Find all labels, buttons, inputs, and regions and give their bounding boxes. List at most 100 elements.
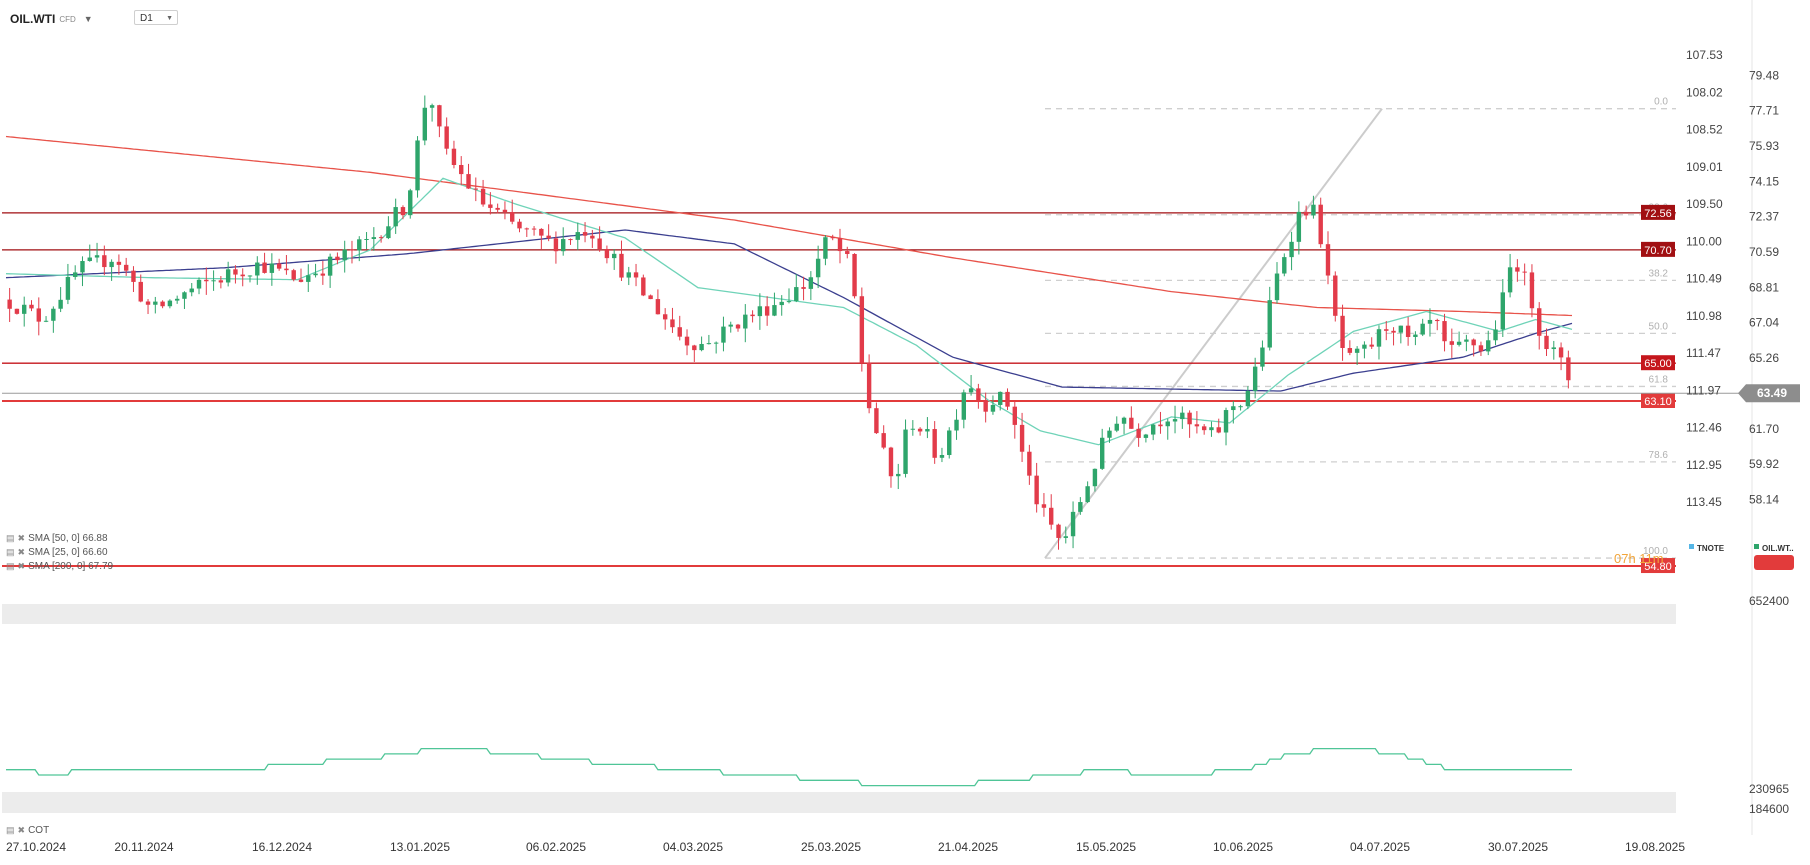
candle-bullish [364, 238, 369, 240]
candle-bearish [218, 280, 224, 283]
candle-bearish [1187, 412, 1192, 425]
secondary-tick: 107.53 [1686, 48, 1723, 62]
candle-bearish [116, 261, 122, 265]
candle-bearish [1478, 345, 1484, 352]
candle-bullish [153, 301, 158, 305]
candle-bearish [801, 287, 806, 289]
candle-bullish [342, 249, 347, 261]
price-tick: 58.14 [1749, 493, 1779, 507]
candle-bearish [670, 319, 675, 328]
symbol-name[interactable]: OIL.WTI [10, 12, 56, 26]
chevron-down-icon[interactable]: ▼ [83, 14, 93, 24]
settings-icon[interactable]: ▤ [6, 825, 15, 835]
candle-bullish [1260, 347, 1265, 367]
candle-bullish [1070, 511, 1076, 537]
candle-bearish [837, 238, 843, 252]
current-price-badge [1738, 384, 1800, 403]
fib-level-label: 78.6 [1649, 450, 1669, 461]
candle-bearish [1027, 451, 1032, 476]
candle-bullish [269, 263, 275, 273]
candle-bullish [743, 314, 748, 329]
candle-bearish [480, 188, 486, 205]
secondary-tick: 110.00 [1686, 234, 1722, 248]
candle-bearish [539, 228, 544, 236]
candle-bullish [182, 292, 187, 299]
candle-bearish [400, 207, 406, 216]
candle-bullish [196, 279, 202, 289]
candle-bullish [1209, 427, 1214, 431]
price-tick: 74.15 [1749, 174, 1779, 188]
candle-bullish [58, 299, 63, 309]
candle-bullish [1223, 410, 1229, 433]
sma200-legend[interactable]: ▤ ✖ SMA [200, 0] 67.79 [6, 561, 113, 572]
candle-bullish [990, 404, 996, 412]
candle-bearish [692, 345, 697, 351]
candle-bullish [1464, 339, 1469, 342]
candle-bearish [1435, 319, 1440, 322]
candle-bearish [648, 295, 653, 300]
candle-bearish [262, 262, 267, 273]
candle-bullish [189, 288, 194, 293]
secondary-tick: 109.01 [1686, 160, 1723, 174]
candle-bullish [1376, 329, 1382, 347]
candle-bearish [517, 221, 522, 229]
symbol-type: CFD [59, 14, 76, 24]
time-tick: 04.07.2025 [1350, 840, 1410, 854]
candle-bearish [488, 204, 493, 208]
candle-bullish [1114, 423, 1119, 431]
legend-label: TNOTE [1697, 544, 1725, 553]
candle-bullish [87, 257, 92, 262]
candle-bearish [1522, 271, 1527, 273]
candle-bullish [43, 320, 49, 322]
candle-bullish [794, 287, 799, 302]
close-icon[interactable]: ✖ [17, 533, 26, 543]
candle-bullish [1282, 257, 1287, 274]
candle-bullish [167, 300, 173, 307]
candle-bearish [1544, 335, 1549, 350]
secondary-tick: 111.97 [1686, 383, 1721, 397]
close-icon[interactable]: ✖ [17, 825, 26, 835]
sma25-label: SMA [25, 0] 66.60 [28, 547, 108, 558]
candle-bearish [852, 253, 857, 297]
price-tick: 65.26 [1749, 351, 1779, 365]
candle-bearish [36, 308, 41, 322]
horizontal-levels[interactable]: 72.56 70.70 65.00 63.10 54.80 [2, 204, 1740, 574]
close-icon[interactable]: ✖ [17, 547, 26, 557]
chart-background-layer [2, 0, 1753, 835]
candle-bullish [1427, 319, 1433, 324]
sma25-legend[interactable]: ▤ ✖ SMA [25, 0] 66.60 [6, 547, 108, 558]
candle-bearish [1194, 424, 1200, 427]
candle-bearish [1318, 204, 1323, 245]
candle-bearish [291, 270, 296, 280]
secondary-tick: 110.98 [1686, 309, 1722, 323]
time-tick: 16.12.2024 [252, 840, 312, 854]
symbol-header[interactable]: OIL.WTI CFD ▼ [10, 10, 93, 28]
level-tag-text: 72.56 [1644, 208, 1672, 220]
settings-icon[interactable]: ▤ [6, 561, 15, 571]
candle-bullish [954, 419, 959, 431]
candle-bullish [371, 237, 377, 239]
secondary-tick: 108.02 [1686, 85, 1723, 99]
candle-bullish [1063, 536, 1068, 538]
candle-bearish [466, 174, 471, 189]
close-icon[interactable]: ✖ [17, 561, 26, 571]
candle-bearish [1056, 524, 1061, 538]
candle-bullish [247, 275, 253, 277]
candle-bullish [1150, 424, 1156, 435]
timeframe-select[interactable]: D1 ▼ [134, 10, 178, 25]
candle-bearish [1391, 330, 1396, 333]
candle-bearish [641, 277, 646, 296]
time-tick: 15.05.2025 [1076, 840, 1136, 854]
candle-bullish [1274, 273, 1280, 301]
sma50-legend[interactable]: ▤ ✖ SMA [50, 0] 66.88 [6, 533, 108, 544]
candle-bullish [713, 342, 719, 344]
legend-swatch [1689, 544, 1694, 549]
settings-icon[interactable]: ▤ [6, 547, 15, 557]
candle-bullish [699, 343, 704, 351]
candle-bullish [429, 105, 435, 108]
candle-bullish [903, 429, 908, 474]
settings-icon[interactable]: ▤ [6, 533, 15, 543]
cot-legend[interactable]: ▤ ✖ COT [6, 825, 49, 836]
